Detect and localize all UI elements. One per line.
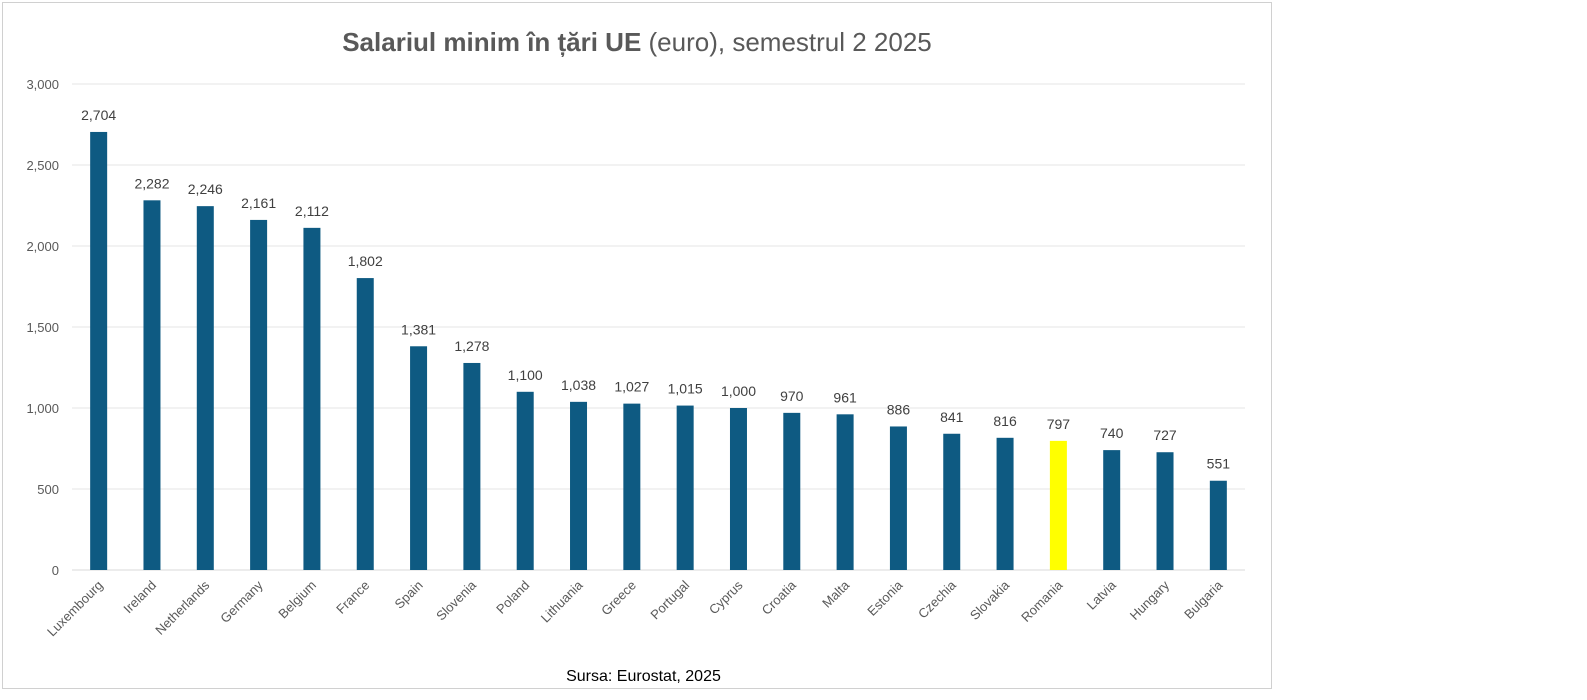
bar-romania bbox=[1049, 440, 1067, 570]
bar-czechia bbox=[943, 433, 961, 570]
category-label: Malta bbox=[819, 577, 853, 611]
bar-greece bbox=[623, 403, 641, 570]
value-label: 2,112 bbox=[295, 203, 329, 219]
value-label: 970 bbox=[780, 388, 804, 404]
value-label: 1,100 bbox=[508, 367, 543, 383]
value-label: 1,038 bbox=[561, 377, 596, 393]
value-label: 740 bbox=[1100, 425, 1124, 441]
bar-latvia bbox=[1103, 450, 1121, 570]
value-label: 961 bbox=[833, 389, 857, 405]
value-label: 2,704 bbox=[81, 107, 116, 123]
value-label: 841 bbox=[940, 409, 964, 425]
category-label: Slovakia bbox=[967, 577, 1013, 623]
category-label: Greece bbox=[598, 578, 639, 619]
y-tick-label: 3,000 bbox=[26, 77, 59, 92]
chart-title: Salariul minim în țări UE (euro), semest… bbox=[342, 27, 932, 57]
category-label: Poland bbox=[493, 578, 532, 617]
value-label: 1,000 bbox=[721, 383, 756, 399]
bar-portugal bbox=[676, 405, 694, 570]
value-label: 1,015 bbox=[668, 381, 703, 397]
bar-bulgaria bbox=[1209, 480, 1227, 570]
y-tick-label: 500 bbox=[37, 482, 59, 497]
bar-germany bbox=[250, 219, 268, 570]
value-label: 551 bbox=[1207, 456, 1231, 472]
value-label: 1,381 bbox=[401, 321, 436, 337]
bar-luxembourg bbox=[90, 131, 108, 570]
bar-poland bbox=[516, 391, 534, 570]
value-label: 2,161 bbox=[241, 195, 276, 211]
value-label: 816 bbox=[993, 413, 1017, 429]
bar-france bbox=[356, 278, 374, 570]
value-label: 1,278 bbox=[454, 338, 489, 354]
category-label: Netherlands bbox=[152, 577, 213, 638]
category-label: Romania bbox=[1018, 577, 1066, 625]
category-label: Latvia bbox=[1084, 577, 1120, 613]
bar-ireland bbox=[143, 200, 161, 571]
source-note: Sursa: Eurostat, 2025 bbox=[566, 668, 721, 685]
category-label: Czechia bbox=[915, 577, 959, 621]
gridlines bbox=[72, 83, 1245, 571]
y-tick-label: 2,500 bbox=[26, 158, 59, 173]
category-label: Ireland bbox=[120, 578, 159, 617]
category-label: Belgium bbox=[275, 578, 319, 622]
bar-croatia bbox=[783, 412, 801, 570]
bar-belgium bbox=[303, 227, 321, 570]
category-label: Lithuania bbox=[538, 577, 586, 625]
bar-hungary bbox=[1156, 452, 1174, 570]
value-label: 727 bbox=[1153, 427, 1177, 443]
value-label: 886 bbox=[887, 401, 911, 417]
category-label: Bulgaria bbox=[1181, 577, 1226, 622]
value-labels: 2,704 2,282 2,246 2,161 2,112 1,802 1,381 1,278… bbox=[81, 107, 1230, 472]
chart-title-rest: (euro), semestrul 2 2025 bbox=[641, 27, 931, 57]
bar-lithuania bbox=[570, 401, 588, 570]
category-label: Hungary bbox=[1127, 577, 1173, 623]
category-label: France bbox=[333, 578, 372, 617]
bar-netherlands bbox=[196, 206, 214, 570]
y-tick-label: 2,000 bbox=[26, 239, 59, 254]
category-label: Germany bbox=[217, 577, 266, 626]
category-label: Estonia bbox=[864, 577, 906, 619]
chart-title-bold: Salariul minim în țări UE bbox=[342, 27, 641, 57]
category-label: Cyprus bbox=[706, 577, 746, 617]
value-label: 2,282 bbox=[134, 175, 169, 191]
bar-slovakia bbox=[996, 437, 1014, 570]
bar-estonia bbox=[889, 426, 907, 570]
y-tick-label: 0 bbox=[52, 563, 59, 578]
y-tick-label: 1,000 bbox=[26, 401, 59, 416]
bar-slovenia bbox=[463, 362, 481, 570]
category-label: Portugal bbox=[647, 577, 692, 622]
value-label: 1,027 bbox=[614, 379, 649, 395]
bar-spain bbox=[410, 346, 428, 570]
y-tick-label: 1,500 bbox=[26, 320, 59, 335]
value-label: 1,802 bbox=[348, 253, 383, 269]
category-label: Luxembourg bbox=[44, 578, 106, 640]
y-axis-ticks: 0 500 1,000 1,500 2,000 2,500 3,000 bbox=[26, 77, 59, 578]
bars bbox=[90, 131, 1227, 571]
value-label: 2,246 bbox=[188, 181, 223, 197]
bar-malta bbox=[836, 414, 854, 570]
value-label: 797 bbox=[1047, 416, 1071, 432]
category-label: Croatia bbox=[759, 577, 800, 618]
bar-cyprus bbox=[729, 408, 747, 570]
category-label: Slovenia bbox=[433, 577, 479, 623]
category-label: Spain bbox=[392, 578, 426, 612]
